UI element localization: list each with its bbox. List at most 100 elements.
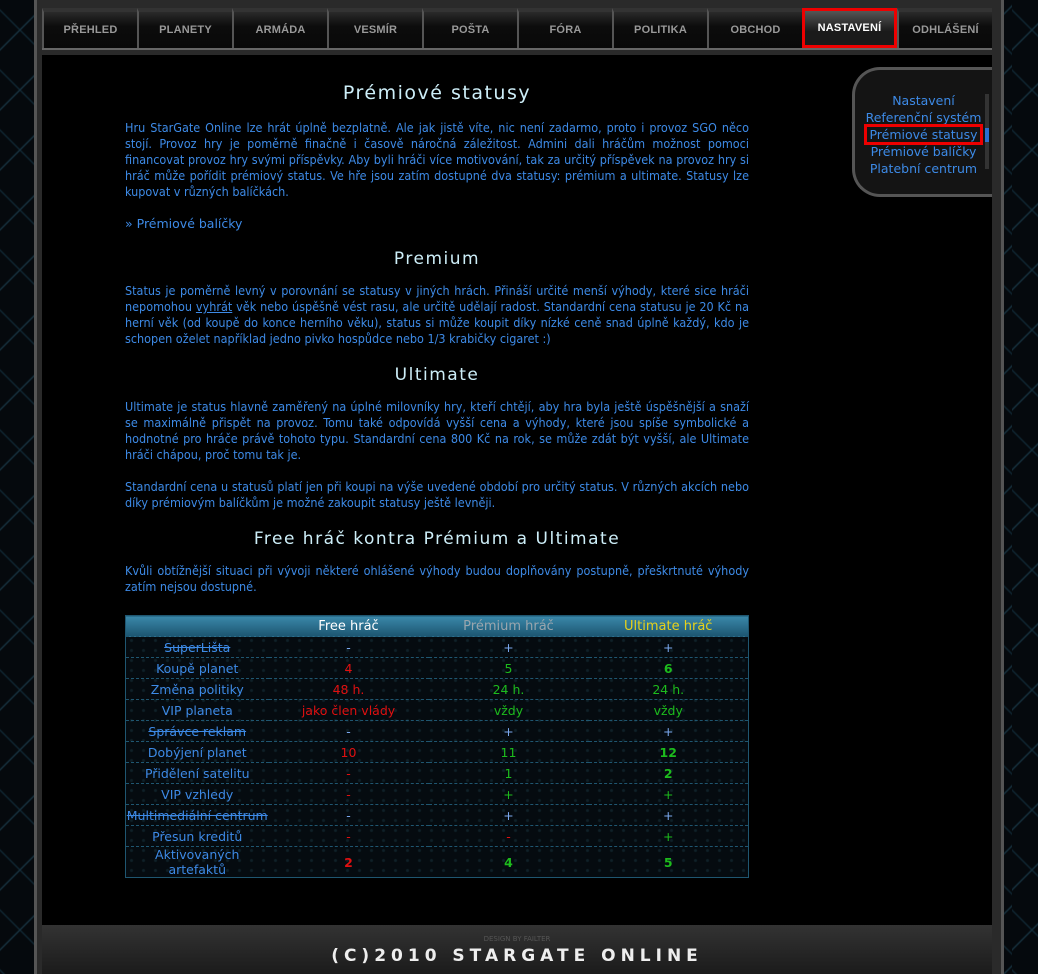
- submenu-item[interactable]: Nastavení: [855, 92, 992, 109]
- value-cell: 12: [588, 741, 749, 763]
- submenu-item-label: Nastavení: [892, 93, 955, 108]
- nav-item-9[interactable]: NASTAVENÍ: [802, 8, 897, 48]
- table-row: Změna politiky 48 h. 24 h. 24 h.: [125, 678, 749, 700]
- nav-item-5[interactable]: POŠTA: [422, 8, 517, 48]
- copyright-logo: (C)2010 STARGATE ONLINE: [331, 946, 703, 966]
- value-cell: -: [268, 636, 429, 658]
- value-cell: +: [428, 804, 589, 826]
- value-cell: +: [588, 720, 749, 742]
- table-row: VIP vzhledy - + +: [125, 783, 749, 805]
- table-row: Koupě planet 4 5 6: [125, 657, 749, 679]
- submenu-item-label: Platební centrum: [869, 161, 978, 176]
- premium-text-part: Status je poměrně levný v porovnání se s…: [125, 283, 749, 314]
- premium-packages-link[interactable]: » Prémiové balíčky: [125, 216, 243, 231]
- premium-heading: Premium: [393, 249, 481, 269]
- nav-item-3[interactable]: ARMÁDA: [232, 8, 327, 48]
- value-cell: -: [268, 783, 429, 805]
- main-nav: PŘEHLED PLANETY ARMÁDA VESMÍR POŠTA FÓRA POLIT…: [42, 8, 992, 50]
- column-header: Ultimate hráč: [588, 615, 749, 637]
- value-cell: 5: [428, 657, 589, 679]
- feature-cell: VIP planeta: [125, 699, 269, 721]
- value-cell: -: [268, 825, 429, 847]
- design-credit: DESIGN BY FAILTER: [483, 935, 551, 943]
- nav-item-6[interactable]: FÓRA: [517, 8, 612, 48]
- ultimate-text: Ultimate je status hlavně zaměřený na úp…: [125, 399, 749, 462]
- value-cell: +: [428, 720, 589, 742]
- feature-cell: VIP vzhledy: [125, 783, 269, 805]
- feature-cell: Aktivovaných artefaktů: [125, 846, 269, 878]
- premium-text: Status je poměrně levný v porovnání se s…: [125, 283, 749, 347]
- nav-item-4[interactable]: VESMÍR: [327, 8, 422, 48]
- value-cell: 2: [268, 846, 429, 878]
- value-cell: +: [428, 636, 589, 658]
- nav-item-7[interactable]: POLITIKA: [612, 8, 707, 48]
- value-cell: 11: [428, 741, 589, 763]
- main-panel: Prémiové statusy Hru StarGate Online lze…: [42, 55, 992, 925]
- compare-heading: Free hráč kontra Prémium a Ultimate: [253, 529, 621, 549]
- submenu-item-label: Referenční systém: [865, 110, 982, 125]
- submenu-item[interactable]: Referenční systém: [855, 109, 992, 126]
- value-cell: -: [268, 720, 429, 742]
- comparison-table: Free hráč Prémium hráč Ultimate hráč SuperL…: [125, 615, 749, 878]
- feature-cell: Přidělení satelitu: [125, 762, 269, 784]
- value-cell: 2: [588, 762, 749, 784]
- value-cell: vždy: [588, 699, 749, 721]
- value-cell: -: [428, 825, 589, 847]
- column-header: Free hráč: [268, 615, 429, 637]
- value-cell: +: [588, 636, 749, 658]
- nav-item-8[interactable]: OBCHOD: [707, 8, 802, 48]
- submenu-item[interactable]: Prémiové statusy: [855, 124, 992, 145]
- scrollbar-thumb[interactable]: [985, 128, 989, 142]
- table-row: Přesun kreditů - - +: [125, 825, 749, 847]
- content: Prémiové statusy Hru StarGate Online lze…: [125, 55, 749, 878]
- intro-text: Hru StarGate Online lze hrát úplně bezpl…: [125, 120, 749, 199]
- column-header: [125, 615, 269, 637]
- value-cell: -: [268, 762, 429, 784]
- value-cell: 10: [268, 741, 429, 763]
- table-row: VIP planeta jako člen vlády vždy vždy: [125, 699, 749, 721]
- table-row: SuperLišta - + +: [125, 636, 749, 658]
- value-cell: 48 h.: [268, 678, 429, 700]
- value-cell: vždy: [428, 699, 589, 721]
- submenu-item[interactable]: Platební centrum: [855, 160, 992, 177]
- value-cell: +: [428, 783, 589, 805]
- table-row: Multimediální centrum - + +: [125, 804, 749, 826]
- nav-item-2[interactable]: PLANETY: [137, 8, 232, 48]
- feature-cell: Koupě planet: [125, 657, 269, 679]
- value-cell: 1: [428, 762, 589, 784]
- footer: DESIGN BY FAILTER (C)2010 STARGATE ONLIN…: [42, 925, 992, 974]
- value-cell: 24 h.: [428, 678, 589, 700]
- page-title: Prémiové statusy: [342, 82, 532, 104]
- value-cell: +: [588, 783, 749, 805]
- feature-cell: Správce reklam: [125, 720, 269, 742]
- value-cell: 6: [588, 657, 749, 679]
- submenu-item[interactable]: Prémiové balíčky: [855, 143, 992, 160]
- table-row: Přidělení satelitu -1 2: [125, 762, 749, 784]
- premium-text-part: věk nebo úspěšně vést rasu, ale určitě u…: [125, 299, 749, 346]
- feature-cell: Přesun kreditů: [125, 825, 269, 847]
- table-row: Dobýjení planet 10 11 12: [125, 741, 749, 763]
- value-cell: -: [268, 804, 429, 826]
- value-cell: jako člen vlády: [268, 699, 429, 721]
- compare-text: Kvůli obtížnější situaci při vývoji někt…: [125, 563, 749, 594]
- feature-cell: Multimediální centrum: [125, 804, 269, 826]
- nav-item-10[interactable]: ODHLÁŠENÍ: [897, 8, 992, 48]
- feature-cell: Změna politiky: [125, 678, 269, 700]
- win-link[interactable]: vyhrát: [195, 299, 233, 314]
- settings-submenu: Nastavení Referenční systém Prémiové statu…: [852, 67, 992, 197]
- price-note: Standardní cena u statusů platí jen při …: [125, 479, 749, 510]
- ultimate-heading: Ultimate: [394, 365, 480, 385]
- value-cell: 24 h.: [588, 678, 749, 700]
- table-row: Aktivovaných artefaktů 2 4 5: [125, 846, 749, 878]
- submenu-item-label: Prémiové balíčky: [870, 144, 977, 159]
- submenu-scrollbar[interactable]: [985, 94, 989, 169]
- table-row: Správce reklam - + +: [125, 720, 749, 742]
- value-cell: 4: [428, 846, 589, 878]
- nav-item-1[interactable]: PŘEHLED: [42, 8, 137, 48]
- column-header: Prémium hráč: [428, 615, 589, 637]
- value-cell: +: [588, 825, 749, 847]
- value-cell: 5: [588, 846, 749, 878]
- submenu-item-label: Prémiové statusy: [864, 124, 983, 145]
- value-cell: +: [588, 804, 749, 826]
- feature-cell: SuperLišta: [125, 636, 269, 658]
